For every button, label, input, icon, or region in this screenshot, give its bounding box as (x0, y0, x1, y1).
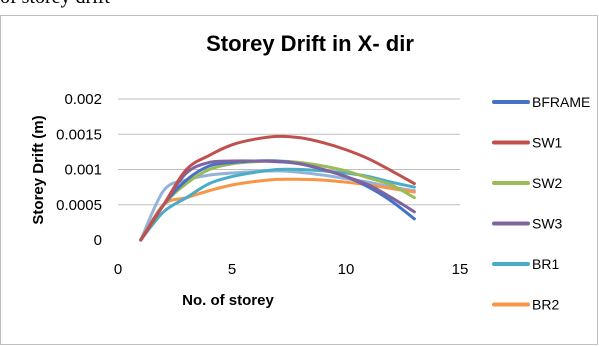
chart-title: Storey Drift in X- dir (206, 31, 414, 56)
x-tick-label: 15 (452, 261, 469, 278)
legend-label-sw2: SW2 (532, 175, 563, 191)
series-line-sw1 (139, 134, 416, 242)
y-tick-label: 0.001 (64, 162, 102, 179)
y-tick-label: 0.0005 (56, 197, 102, 214)
y-axis-title: Storey Drift (m) (30, 115, 47, 224)
x-axis-title: No. of storey (182, 292, 274, 309)
y-axis-ticks: 0 0.0005 0.001 0.0015 0.002 (56, 91, 102, 249)
caption-fragment: of storey drift (0, 0, 110, 9)
y-tick-label: 0.0015 (56, 126, 102, 143)
legend-label-br2: BR2 (532, 297, 559, 313)
x-tick-label: 0 (114, 261, 122, 278)
legend-label-bframe: BFRAME (532, 94, 590, 110)
y-tick-label: 0.002 (64, 91, 102, 108)
legend-label-sw3: SW3 (532, 216, 563, 232)
series-line-unlabeled (139, 169, 416, 242)
x-tick-label: 5 (228, 261, 236, 278)
series-lines (139, 134, 416, 242)
series-line-sw3 (139, 159, 416, 242)
x-tick-label: 10 (338, 261, 355, 278)
legend-label-br1: BR1 (532, 256, 559, 272)
y-tick-label: 0 (94, 232, 102, 249)
x-axis-ticks: 0 5 10 15 (114, 261, 469, 278)
legend: BFRAME SW1 SW2 SW3 BR1 BR2 (492, 94, 590, 313)
legend-label-sw1: SW1 (532, 135, 563, 151)
